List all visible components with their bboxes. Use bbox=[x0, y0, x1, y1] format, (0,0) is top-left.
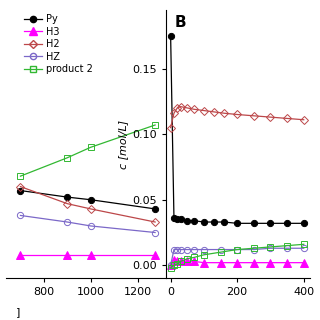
Y-axis label: c [mol/L]: c [mol/L] bbox=[118, 119, 128, 169]
Text: ]: ] bbox=[16, 307, 20, 317]
Text: B: B bbox=[174, 15, 186, 30]
Legend: Py, H3, H2, HZ, product 2: Py, H3, H2, HZ, product 2 bbox=[24, 14, 93, 74]
